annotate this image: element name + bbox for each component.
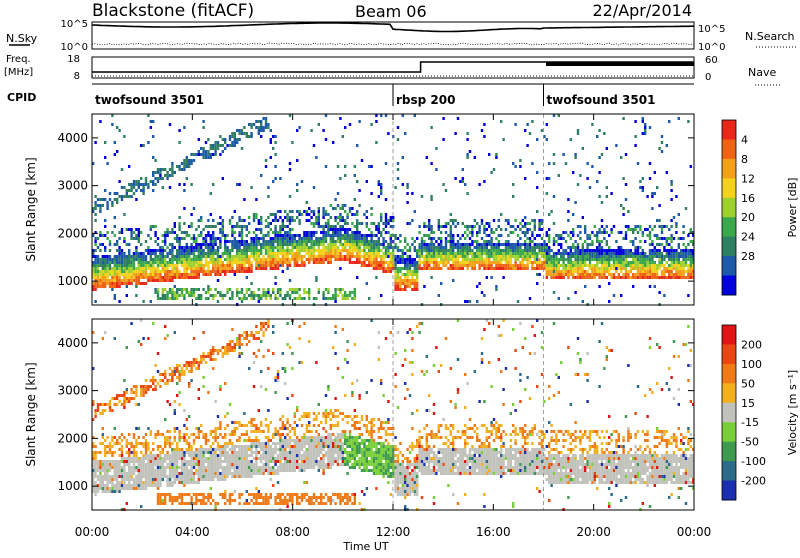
colorbar-label: Power [dB]	[786, 178, 799, 238]
colorbar-tick-label: 50	[741, 377, 755, 390]
nsky-label: N.Sky	[6, 32, 38, 45]
y-tick-label: 4000	[57, 336, 88, 350]
time-axis-label: Time UT	[342, 540, 388, 553]
noise-tick-left-bottom: 10^0	[61, 42, 88, 53]
colorbar-swatch	[722, 364, 736, 384]
y-axis-label: Slant Range [km]	[24, 362, 38, 466]
colorbar-swatch	[722, 159, 736, 179]
colorbar-label: Velocity [m s⁻¹]	[786, 370, 799, 455]
colorbar-swatch	[722, 139, 736, 159]
beam-title: Beam 06	[355, 2, 427, 21]
colorbar-swatch	[722, 178, 736, 198]
freq-unit-label: [MHz]	[4, 67, 33, 78]
colorbar-swatch	[722, 217, 736, 237]
colorbar-swatch	[722, 325, 736, 345]
cpid-segment-label: twofsound 3501	[95, 93, 204, 107]
cpid-segment-label: rbsp 200	[396, 93, 455, 107]
cpid-segments: twofsound 3501 rbsp 200 twofsound 3501	[95, 84, 655, 107]
x-tick-label: 00:00	[75, 525, 110, 539]
colorbar-tick-label: 16	[741, 192, 755, 205]
colorbar-tick-label: 8	[741, 153, 748, 166]
nsky-trace	[92, 23, 694, 32]
nsearch-trace	[92, 43, 694, 45]
freq-traces	[92, 62, 694, 76]
colorbar-tick-label: 12	[741, 172, 755, 185]
freq-panel-frame	[92, 57, 694, 78]
colorbar-tick-label: 15	[741, 397, 755, 410]
velocity-panel: 1000 2000 3000 4000 Slant Range [km] 200 100 50…	[24, 319, 799, 511]
colorbar-tick-label: -50	[741, 436, 759, 449]
colorbar-tick-label: 100	[741, 358, 762, 371]
y-tick-label: 1000	[57, 479, 88, 493]
x-tick-label: 16:00	[476, 525, 511, 539]
x-tick-label: 08:00	[275, 525, 310, 539]
colorbar-swatch	[722, 422, 736, 442]
x-tick-label: 20:00	[576, 525, 611, 539]
colorbar-tick-label: -100	[741, 455, 766, 468]
colorbar-swatch	[722, 256, 736, 276]
freq-tick-top: 18	[67, 54, 80, 65]
y-tick-label: 2000	[57, 431, 88, 445]
colorbar-swatch	[722, 383, 736, 403]
noise-traces	[92, 23, 694, 45]
cpid-label: CPID	[7, 91, 36, 104]
colorbar-swatch	[722, 276, 736, 296]
colorbar-swatch	[722, 481, 736, 501]
y-tick-label: 2000	[57, 226, 88, 240]
y-tick-label: 3000	[57, 384, 88, 398]
colorbar-tick-label: 4	[741, 133, 748, 146]
colorbar-swatch	[722, 461, 736, 481]
station-title: Blackstone (fitACF)	[92, 1, 254, 21]
colorbar-tick-label: 20	[741, 211, 755, 224]
colorbar-tick-label: -200	[741, 475, 766, 488]
noise-tick-right-top: 10^5	[698, 24, 725, 35]
nave-label: Nave	[748, 66, 776, 79]
colorbar-tick-label: 200	[741, 338, 762, 351]
noise-tick-right-bottom: 10^0	[698, 42, 725, 53]
colorbar-swatch	[722, 120, 736, 140]
colorbar-swatch	[722, 442, 736, 462]
colorbar-swatch	[722, 403, 736, 423]
date-title: 22/Apr/2014	[592, 1, 692, 20]
x-tick-label: 12:00	[376, 525, 411, 539]
y-tick-label: 4000	[57, 131, 88, 145]
colorbar-swatch	[722, 237, 736, 257]
colorbar-tick-label: -15	[741, 416, 759, 429]
freq-label: Freq.	[6, 54, 31, 65]
nave-tick-bottom: 0	[705, 72, 711, 83]
y-axis-label: Slant Range [km]	[24, 157, 38, 261]
freq-tick-bottom: 8	[74, 71, 80, 82]
colorbar-swatch	[722, 344, 736, 364]
noise-tick-left-top: 10^5	[61, 19, 88, 30]
colorbar-tick-label: 24	[741, 231, 755, 244]
nave-tick-top: 60	[705, 55, 718, 66]
y-tick-label: 1000	[57, 274, 88, 288]
y-tick-label: 3000	[57, 179, 88, 193]
nsearch-label: N.Search	[745, 30, 795, 43]
freq-thick-band	[546, 62, 694, 66]
colorbar-tick-label: 28	[741, 250, 755, 263]
colorbar-swatch	[722, 198, 736, 218]
cpid-segment-label: twofsound 3501	[547, 93, 656, 107]
x-tick-label: 04:00	[175, 525, 210, 539]
power-panel: 1000 2000 3000 4000 Slant Range [km] 4 8 12 16 20…	[24, 114, 799, 306]
x-tick-label: 00:00	[677, 525, 712, 539]
